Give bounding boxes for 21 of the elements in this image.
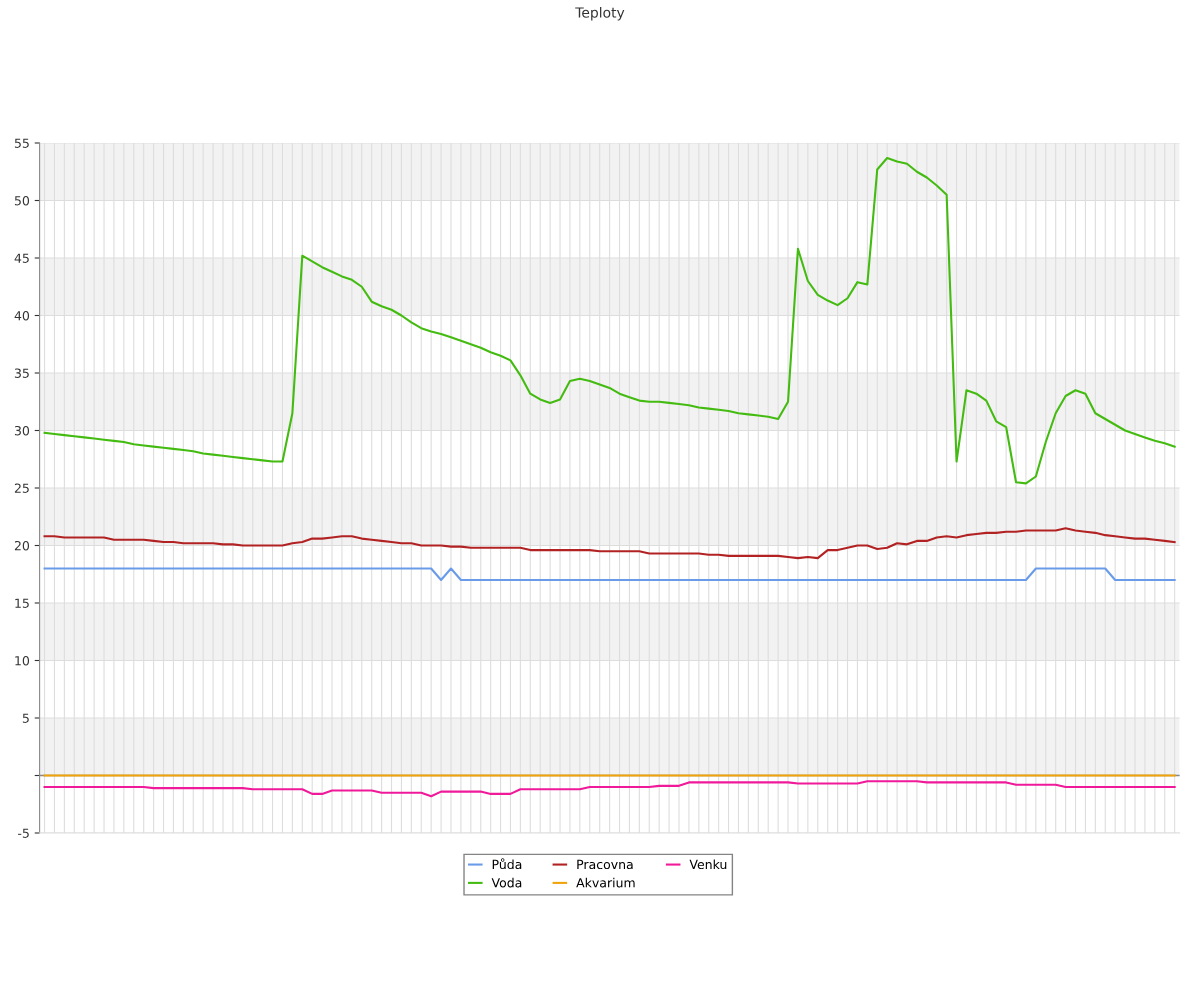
- y-tick-label: 40: [14, 310, 30, 321]
- y-tick-label: 45: [14, 253, 29, 263]
- legend-label: Venku: [689, 859, 727, 870]
- line-series: [43, 780, 1176, 798]
- legend-label: Voda: [491, 877, 522, 888]
- line-series: [43, 527, 1176, 560]
- y-tick-label: 5: [22, 713, 29, 723]
- y-tick-label: 30: [14, 425, 30, 436]
- legend-label: Půda: [492, 858, 522, 870]
- legend-label: Akvarium: [576, 877, 635, 888]
- y-tick-label: -5: [18, 828, 29, 838]
- chart-title: Teploty: [575, 7, 625, 21]
- y-tick-label: 10: [15, 655, 30, 666]
- line-series: [43, 156, 1176, 485]
- y-tick-label: 25: [14, 483, 29, 493]
- legend-label: Pracovna: [577, 859, 633, 870]
- y-tick-label: 20: [14, 540, 30, 551]
- y-tick-label: 35: [14, 368, 29, 378]
- y-tick-label: 15: [15, 598, 29, 608]
- y-tick-label: 50: [14, 195, 30, 206]
- y-tick-label: 55: [14, 138, 29, 148]
